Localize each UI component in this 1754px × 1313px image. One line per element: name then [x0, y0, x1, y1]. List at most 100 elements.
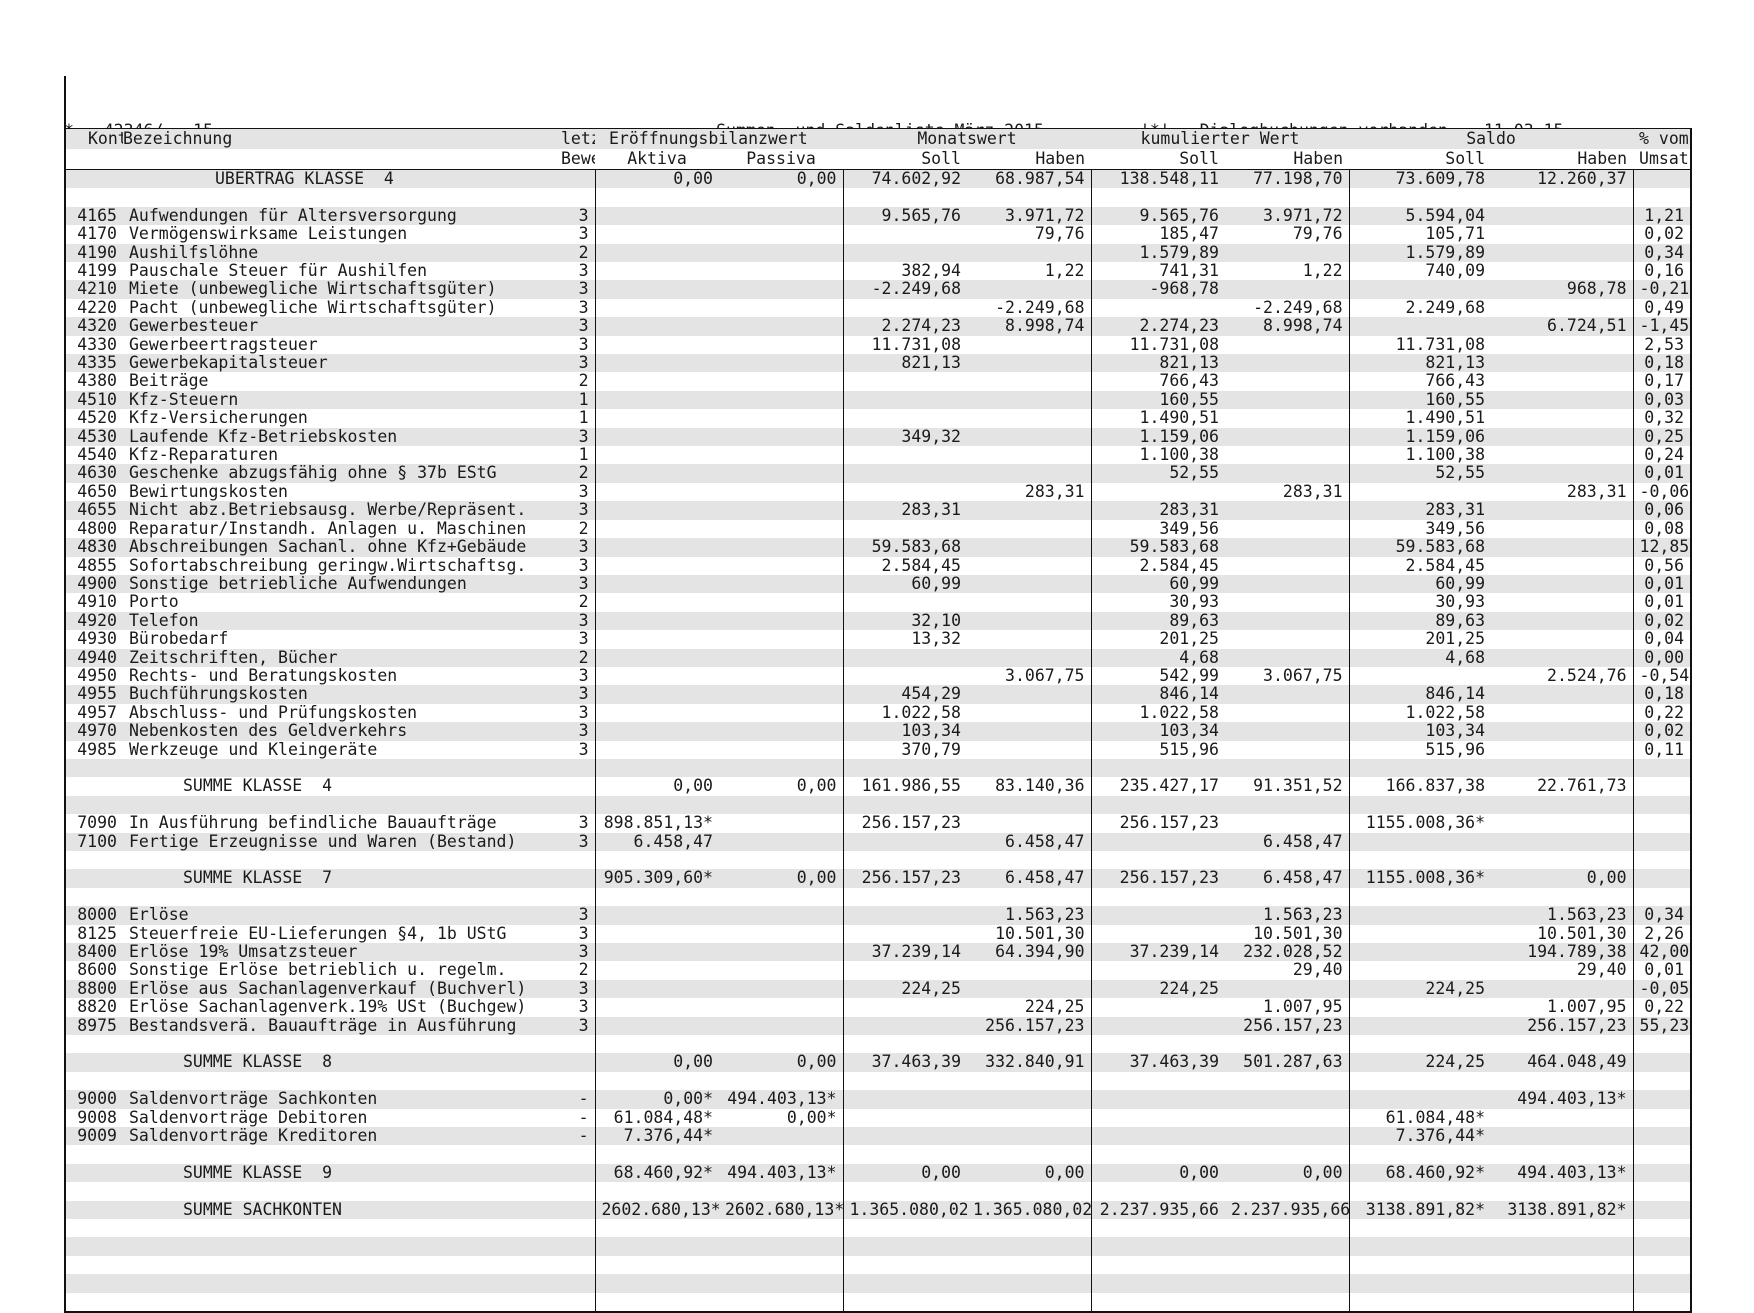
cell-kum-soll: 52,55 — [1091, 464, 1225, 483]
cell-aktiva — [595, 243, 719, 263]
table-row[interactable]: 8600 Sonstige Erlöse betrieblich u. regel… — [64, 961, 1693, 980]
cell-bezeichnung: In Ausführung befindliche Bauaufträge — [123, 814, 555, 833]
cell-saldo-soll: 1.100,38 — [1349, 446, 1492, 465]
cell-monat-haben — [967, 887, 1092, 907]
cell-konto — [64, 1200, 123, 1220]
table-row[interactable]: 8975 Bestandsverä. Bauaufträge in Ausführ… — [64, 1016, 1693, 1036]
cell-kum-haben: 232.028,52 — [1225, 942, 1350, 962]
cell-kum-haben — [1225, 722, 1350, 741]
cell-aktiva: 2602.680,13* — [595, 1200, 719, 1220]
cell-pct: 0,56 — [1633, 556, 1693, 575]
cell-monat-haben: 1.365.080,02 — [967, 1200, 1092, 1220]
cell-passiva: 2602.680,13* — [719, 1200, 844, 1220]
cell-konto: 4957 — [64, 703, 123, 723]
table-row[interactable]: 4655 Nicht abz.Betriebsausg. Werbe/Repräs… — [64, 501, 1693, 520]
cell-kum-soll — [1091, 482, 1225, 502]
table-row[interactable]: 4380 Beiträge 2 766,43 766,43 0,17 — [64, 372, 1693, 391]
table-row[interactable]: 4920 Telefon 3 32,10 89,63 89,63 0,02 — [64, 611, 1693, 631]
cell-bewegung: 3 — [555, 832, 596, 851]
table-row[interactable]: 4530 Laufende Kfz-Betriebskosten 3 349,32 1.… — [64, 427, 1693, 447]
cell-pct: -0,54 — [1633, 666, 1693, 686]
table-row[interactable]: 8820 Erlöse Sachanlagenverk.19% USt (Buch… — [64, 998, 1693, 1017]
table-row[interactable]: 4940 Zeitschriften, Bücher 2 4,68 4,68 0,00 — [64, 648, 1693, 667]
cell-kum-haben: 283,31 — [1225, 482, 1350, 502]
table-row[interactable]: 4955 Buchführungskosten 3 454,29 846,14 846,1… — [64, 685, 1693, 704]
cell-kum-soll: 515,96 — [1091, 740, 1225, 759]
cell-kum-haben: 2.237.935,66 — [1225, 1200, 1350, 1220]
table-row[interactable]: 4800 Reparatur/Instandh. Anlagen u. Masch… — [64, 519, 1693, 539]
cell-bewegung: 3 — [555, 335, 596, 355]
table-row[interactable]: 4830 Abschreibungen Sachanl. ohne Kfz+Geb… — [64, 538, 1693, 557]
cell-konto: 9009 — [64, 1127, 123, 1146]
table-row[interactable]: 4910 Porto 2 30,93 30,93 0,01 — [64, 593, 1693, 612]
table-row[interactable]: 4210 Miete (unbewegliche Wirtschaftsgüter… — [64, 280, 1693, 299]
cell-kum-soll: 1.159,06 — [1091, 427, 1225, 447]
cell-saldo-soll — [1349, 906, 1492, 925]
cell-kum-haben: 501.287,63 — [1225, 1053, 1350, 1072]
cell-pct — [1633, 1163, 1693, 1183]
table-row[interactable]: 4630 Geschenke abzugsfähig ohne § 37b ESt… — [64, 464, 1693, 483]
table-row[interactable]: 4510 Kfz-Steuern 1 160,55 160,55 0,03 — [64, 390, 1693, 410]
cell-pct: 2,26 — [1633, 924, 1693, 943]
spacer-row — [64, 1145, 1693, 1164]
cell-bewegung: 1 — [555, 409, 596, 428]
cell-konto — [64, 795, 123, 815]
cell-konto: 8975 — [64, 1016, 123, 1036]
table-row[interactable]: 7100 Fertige Erzeugnisse und Waren (Besta… — [64, 832, 1693, 851]
table-row[interactable]: 8000 Erlöse 3 1.563,23 1.563,23 1.563,23 0,34 — [64, 906, 1693, 925]
table-row[interactable]: 4335 Gewerbekapitalsteuer 3 821,13 821,13 821… — [64, 354, 1693, 373]
table-row[interactable]: 7090 In Ausführung befindliche Bauaufträg… — [64, 814, 1693, 833]
cell-monat-soll: 161.986,55 — [843, 777, 967, 796]
cell-kum-soll — [1091, 1219, 1225, 1238]
cell-kum-soll — [1091, 1145, 1225, 1164]
cell-konto: 4655 — [64, 501, 123, 520]
table-row[interactable]: 4165 Aufwendungen für Altersversorgung 3 9.… — [64, 206, 1693, 226]
table-row[interactable]: 4957 Abschluss- und Prüfungskosten 3 1.022,… — [64, 703, 1693, 723]
cell-saldo-haben: 256.157,23 — [1491, 1016, 1634, 1036]
cell-saldo-haben — [1491, 1145, 1634, 1164]
cell-aktiva — [595, 924, 719, 943]
table-row[interactable]: 9000 Saldenvorträge Sachkonten -0,00* 494.4… — [64, 1090, 1693, 1109]
table-row[interactable]: 4900 Sonstige betriebliche Aufwendungen 3 6… — [64, 574, 1693, 594]
table-row[interactable]: 4220 Pacht (unbewegliche Wirtschaftsgüter… — [64, 298, 1693, 318]
table-row[interactable]: 9008 Saldenvorträge Debitoren -61.084,48* 0… — [64, 1108, 1693, 1128]
cell-bezeichnung: Sofortabschreibung geringw.Wirtschaftsg. — [123, 556, 555, 575]
table-row[interactable]: 4170 Vermögenswirksame Leistungen 3 79,76 18… — [64, 225, 1693, 244]
table-row[interactable]: 4520 Kfz-Versicherungen 1 1.490,51 1.490,51 0… — [64, 409, 1693, 428]
header-left-rule — [64, 76, 66, 128]
cell-bewegung — [555, 1071, 596, 1091]
cell-konto — [64, 1274, 123, 1293]
table-row[interactable]: 4320 Gewerbesteuer 3 2.274,23 8.998,74 2.274,… — [64, 317, 1693, 336]
cell-monat-haben — [967, 630, 1092, 649]
cell-bezeichnung: SUMME SACHKONTEN — [123, 1200, 555, 1220]
cell-aktiva — [595, 482, 719, 502]
cell-pct: 0,02 — [1633, 225, 1693, 244]
table-row[interactable]: 8800 Erlöse aus Sachanlagenverkauf (Buchv… — [64, 979, 1693, 999]
cell-saldo-soll — [1349, 850, 1492, 870]
cell-pct: -0,05 — [1633, 979, 1693, 999]
table-row[interactable]: 4855 Sofortabschreibung geringw.Wirtschaf… — [64, 556, 1693, 575]
cell-kum-haben — [1225, 372, 1350, 391]
cell-aktiva — [595, 593, 719, 612]
cell-konto: 4930 — [64, 630, 123, 649]
cell-bezeichnung: Aushilfslöhne — [123, 243, 555, 263]
table-row[interactable]: 9009 Saldenvorträge Kreditoren -7.376,44* 7… — [64, 1127, 1693, 1146]
table-row[interactable]: 4985 Werkzeuge und Kleingeräte 3 370,79 515,… — [64, 740, 1693, 759]
table-row[interactable]: 4950 Rechts- und Beratungskosten 3 3.067,75… — [64, 666, 1693, 686]
cell-passiva — [719, 611, 844, 631]
cell-kum-haben — [1225, 648, 1350, 667]
cell-kum-soll: 30,93 — [1091, 593, 1225, 612]
table-row[interactable]: 8400 Erlöse 19% Umsatzsteuer 3 37.239,14 64.… — [64, 942, 1693, 962]
table-row[interactable]: 4199 Pauschale Steuer für Aushilfen 3 382,9… — [64, 262, 1693, 281]
table-row[interactable]: 4650 Bewirtungskosten 3 283,31 283,31 283,31-… — [64, 482, 1693, 502]
table-row[interactable]: 8125 Steuerfreie EU-Lieferungen §4, 1b US… — [64, 924, 1693, 943]
cell-aktiva — [595, 906, 719, 925]
cell-pct: 0,34 — [1633, 906, 1693, 925]
cell-bezeichnung: Erlöse 19% Umsatzsteuer — [123, 942, 555, 962]
table-row[interactable]: 4330 Gewerbeertragsteuer 3 11.731,08 11.731,… — [64, 335, 1693, 355]
table-row[interactable]: 4190 Aushilfslöhne 2 1.579,89 1.579,89 0,34 — [64, 243, 1693, 263]
cell-bewegung: - — [555, 1127, 596, 1146]
table-row[interactable]: 4930 Bürobedarf 3 13,32 201,25 201,25 0,04 — [64, 630, 1693, 649]
table-row[interactable]: 4970 Nebenkosten des Geldverkehrs 3 103,34 1… — [64, 722, 1693, 741]
table-row[interactable]: 4540 Kfz-Reparaturen 1 1.100,38 1.100,38 0,24 — [64, 446, 1693, 465]
